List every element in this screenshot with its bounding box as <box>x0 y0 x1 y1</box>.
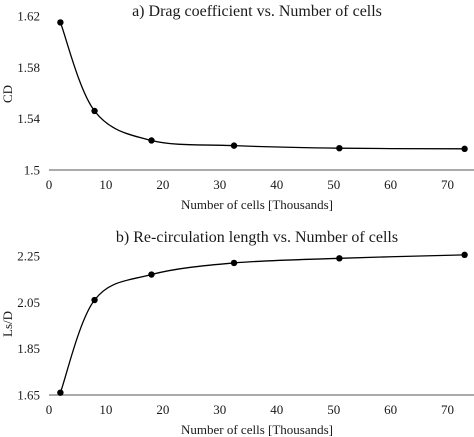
chart-b-xlabel: Number of cells [Thousands] <box>181 422 333 437</box>
chart-a-ylabel: CD <box>0 85 15 103</box>
chart-a-data-point <box>148 137 155 144</box>
chart-b-xtick: 70 <box>441 402 454 417</box>
chart-a-xtick: 50 <box>327 177 340 192</box>
chart-b-xtick: 40 <box>270 402 283 417</box>
chart-a-xtick: 60 <box>384 177 397 192</box>
chart-a-y-ticks: 1.5 1.54 1.58 1.62 <box>17 9 40 178</box>
chart-a-series-line <box>59 22 465 150</box>
chart-b-xtick: 20 <box>156 402 169 417</box>
chart-b-x-ticks: 0 10 20 30 40 50 60 70 <box>46 402 454 417</box>
chart-b-title: b) Re-circulation length vs. Number of c… <box>116 229 398 246</box>
chart-b-data-point <box>336 255 343 262</box>
chart-a-ytick: 1.62 <box>17 9 40 24</box>
chart-b-data-point <box>461 251 468 259</box>
chart-a-ytick: 1.54 <box>17 111 40 126</box>
chart-a-xtick: 10 <box>99 177 112 192</box>
chart-b-points <box>57 251 468 396</box>
chart-b-ytick: 2.05 <box>17 295 40 310</box>
chart-b-xtick: 10 <box>99 402 112 417</box>
chart-b-y-ticks: 1.65 1.85 2.05 2.25 <box>17 249 40 403</box>
chart-a-ytick: 1.58 <box>17 60 40 75</box>
chart-a-data-point <box>230 142 238 149</box>
chart-a-points <box>57 19 468 153</box>
chart-drag-coefficient: a) Drag coefficient vs. Number of cells … <box>0 3 474 212</box>
chart-b-data-point <box>148 271 155 278</box>
chart-a-xtick: 20 <box>156 177 169 192</box>
chart-b-ytick: 1.65 <box>17 388 40 403</box>
chart-a-xtick: 70 <box>441 177 454 192</box>
chart-b-ytick: 2.25 <box>17 249 40 264</box>
chart-a-xtick: 0 <box>46 177 53 192</box>
chart-a-data-point <box>91 107 98 115</box>
chart-b-xtick: 30 <box>213 402 226 417</box>
chart-b-data-point <box>57 389 64 396</box>
chart-b-xtick: 50 <box>327 402 340 417</box>
chart-recirculation-length: b) Re-circulation length vs. Number of c… <box>0 229 474 437</box>
chart-b-ylabel: Ls/D <box>0 311 15 337</box>
chart-a-data-point <box>336 144 343 152</box>
chart-b-series-line <box>59 254 465 393</box>
chart-a-x-ticks: 0 10 20 30 40 50 60 70 <box>46 177 454 192</box>
chart-a-data-point <box>57 19 64 26</box>
chart-a-ytick: 1.5 <box>24 163 40 178</box>
chart-b-xtick: 60 <box>384 402 397 417</box>
chart-b-xtick: 0 <box>46 402 53 417</box>
chart-a-xtick: 30 <box>213 177 226 192</box>
chart-a-title: a) Drag coefficient vs. Number of cells <box>132 3 382 20</box>
chart-a-xlabel: Number of cells [Thousands] <box>181 197 333 212</box>
chart-a-data-point <box>461 145 468 153</box>
chart-a-xtick: 40 <box>270 177 283 192</box>
chart-b-ytick: 1.85 <box>17 341 40 356</box>
chart-b-data-point <box>91 296 98 304</box>
chart-b-data-point <box>230 259 238 267</box>
